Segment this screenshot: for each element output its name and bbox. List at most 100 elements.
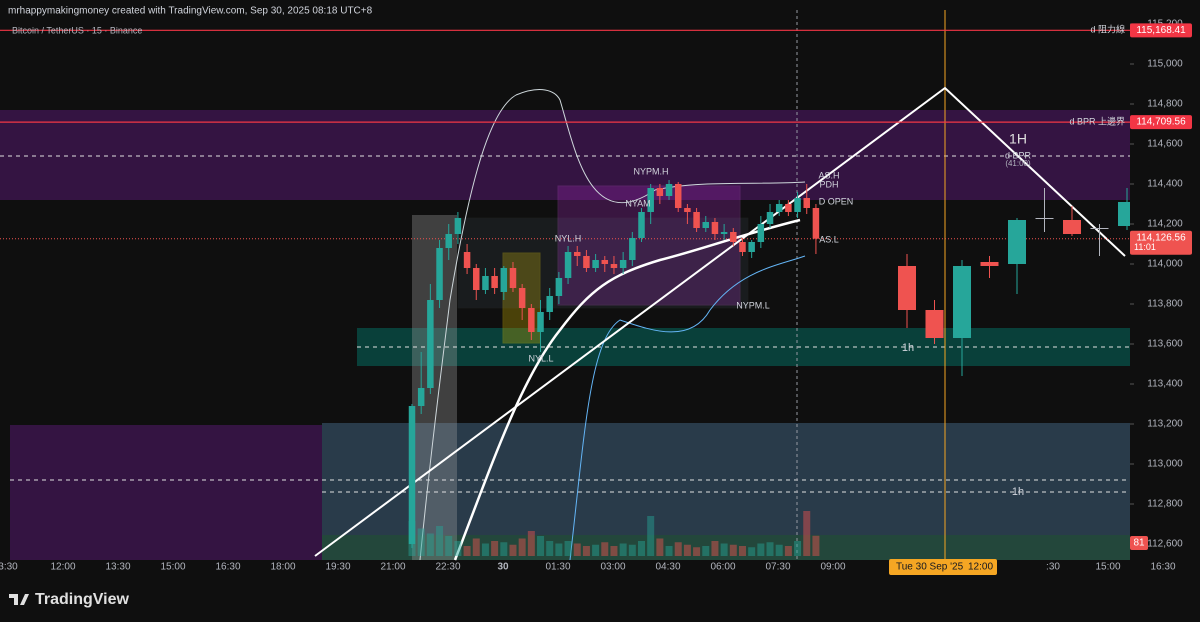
candle-body (656, 188, 664, 196)
candle-body (601, 260, 609, 264)
annotation: AS.H (818, 170, 839, 180)
candle-body (757, 224, 765, 242)
candle-body (1063, 220, 1081, 234)
cursor-time: 12:00 (968, 562, 993, 573)
candle-body (436, 248, 443, 300)
volume-bar (784, 546, 792, 556)
volume-bar (720, 543, 728, 556)
volume-bar (647, 516, 655, 556)
annotation: NYPM.H (633, 166, 668, 176)
candle-body (766, 212, 774, 224)
volume-bar (454, 541, 462, 556)
annotation: NYL.L (528, 353, 553, 363)
price-axis (1130, 10, 1200, 560)
y-tick-label: 112,600 (1147, 539, 1183, 550)
candle-body (619, 260, 627, 268)
volume-badge (1130, 536, 1148, 550)
volume-bar (812, 535, 820, 556)
volume-bar (481, 543, 489, 556)
volume-bar (738, 546, 746, 556)
x-tick-label: :30 (1046, 562, 1060, 573)
volume-bar (803, 511, 811, 556)
candle-body (528, 308, 535, 332)
volume-bar (436, 526, 444, 556)
axes: 115,200115,000114,800114,600114,400114,2… (0, 19, 1192, 575)
candle-body (491, 276, 498, 288)
x-tick-label: 22:30 (435, 562, 460, 573)
volume-bar (573, 543, 581, 556)
y-tick-label: 114,800 (1147, 99, 1183, 110)
candle-body (473, 268, 480, 290)
volume-bar (592, 544, 600, 556)
y-tick-label: 114,600 (1147, 139, 1183, 150)
volume-bar (555, 543, 563, 556)
level-badge (1130, 115, 1192, 130)
x-tick-label: 12:00 (50, 562, 75, 573)
y-tick-label: 114,400 (1147, 179, 1183, 190)
candle-body (573, 252, 581, 256)
annotation: NYAM (625, 198, 650, 208)
volume-bar (601, 542, 609, 556)
fvg-zone (10, 425, 322, 560)
level-name: d 阻力線 (1090, 24, 1125, 35)
candle-body (445, 234, 452, 248)
volume-bar (610, 546, 618, 556)
volume-bar (794, 541, 802, 556)
volume-bar (445, 536, 453, 556)
candle-body (748, 242, 755, 252)
y-tick-label: 113,000 (1147, 459, 1183, 470)
candle-body (518, 288, 526, 308)
bollinger-upper (515, 89, 806, 204)
volume-bar (702, 546, 710, 556)
projection-line (314, 86, 1126, 557)
candle-body (803, 198, 810, 208)
x-tick-label: 19:30 (325, 562, 350, 573)
candle-body (953, 266, 971, 338)
countdown: 11:01 (1134, 242, 1156, 252)
volume-bar (711, 541, 719, 556)
annotation: d BPR (1005, 150, 1032, 160)
candle-body (427, 300, 434, 388)
x-tick-label: 21:00 (380, 562, 405, 573)
volume-bar (472, 538, 480, 556)
x-tick-label: 30 (497, 562, 509, 573)
volume-bar (500, 542, 508, 556)
volume-bar (463, 546, 471, 556)
volume-bar (693, 547, 701, 556)
volume-bar (757, 543, 765, 556)
candle-body (720, 232, 728, 234)
candle-body (812, 208, 820, 239)
symbol: Bitcoin / TetherUS · 15 · Binance (12, 25, 142, 35)
marks: d 阻力線 d BPR 上邊界 NYPM.H NYAM NYL.H NYL.L NYPM.L… (0, 24, 1136, 556)
annotation: 1h (1012, 486, 1024, 498)
y-tick-label: 114,000 (1147, 259, 1183, 270)
candle-body (665, 184, 673, 196)
volume-bar (527, 531, 535, 556)
annotation: D OPEN (819, 196, 854, 206)
volume-value: 81 (1133, 538, 1145, 549)
volume-bar (619, 543, 627, 556)
candle-body (482, 276, 489, 290)
candle-body (980, 262, 999, 266)
candle-body (794, 198, 801, 212)
x-tick-label: 3:30 (0, 562, 18, 573)
author-line: mrhappymakingmoney created with TradingV… (8, 6, 373, 17)
candle-body (785, 204, 792, 212)
volume-bar (674, 542, 682, 556)
x-tick-label: 16:30 (1150, 562, 1175, 573)
volume-bar (417, 528, 425, 556)
candle-body (610, 264, 618, 268)
annotation: 1H (1009, 131, 1027, 147)
annotation: PDH (819, 179, 838, 189)
candle-body (408, 406, 416, 544)
candle-body (463, 252, 471, 268)
candle-body (1090, 228, 1109, 229)
annotation: NYL.H (555, 233, 582, 243)
candle-body (500, 268, 508, 292)
x-tick-label: 03:00 (600, 562, 625, 573)
candle-body (898, 266, 916, 310)
volume-bar (665, 546, 673, 556)
